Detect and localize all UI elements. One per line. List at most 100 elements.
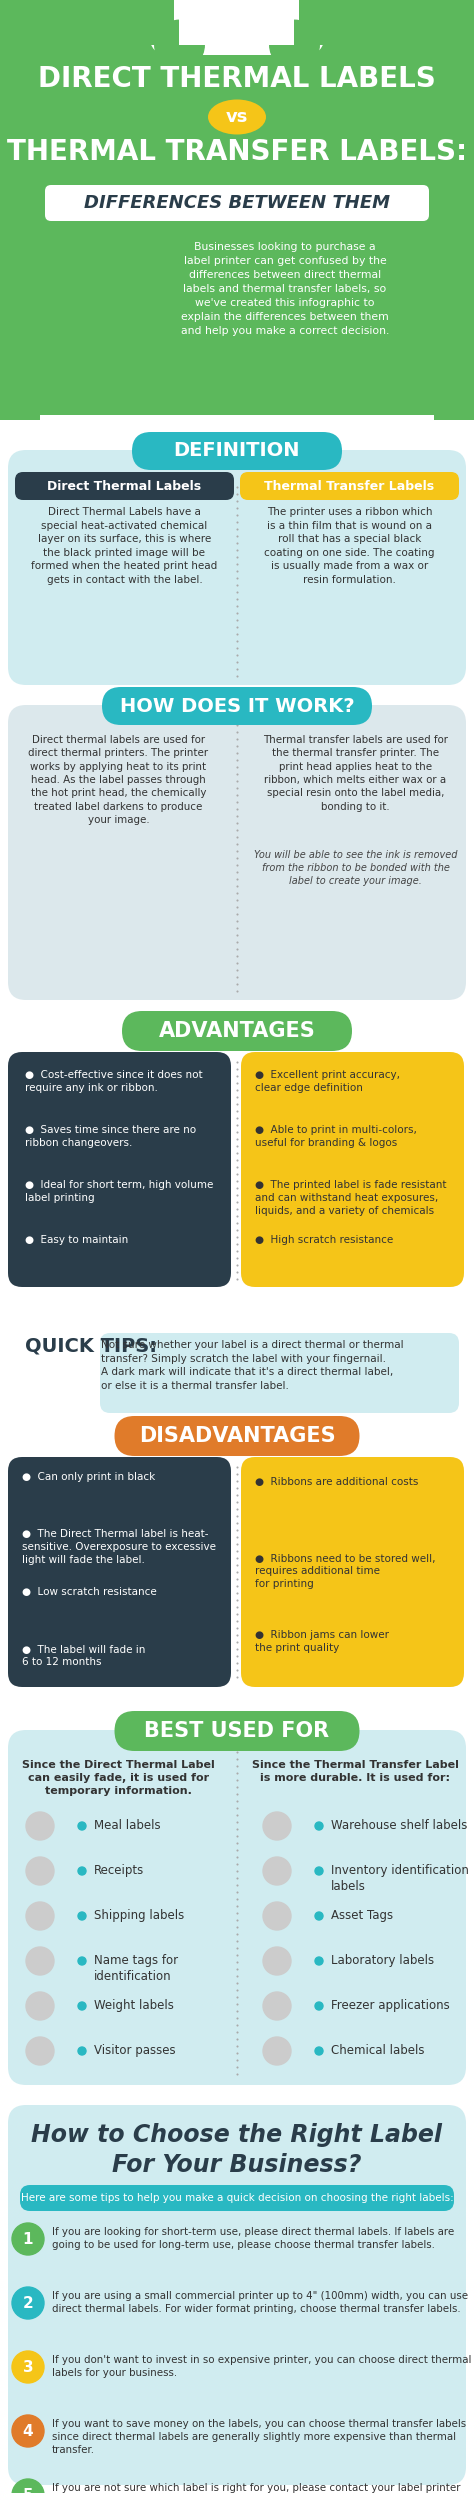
Circle shape — [26, 1947, 54, 1974]
FancyBboxPatch shape — [132, 431, 342, 471]
FancyBboxPatch shape — [241, 1052, 464, 1286]
Circle shape — [78, 1822, 86, 1830]
Circle shape — [263, 1857, 291, 1885]
Text: Visitor passes: Visitor passes — [94, 2044, 176, 2057]
Text: ●  High scratch resistance: ● High scratch resistance — [255, 1234, 393, 1244]
Text: ADVANTAGES: ADVANTAGES — [159, 1022, 315, 1042]
Text: 5: 5 — [23, 2488, 33, 2493]
Circle shape — [26, 2037, 54, 2064]
Text: DISADVANTAGES: DISADVANTAGES — [139, 1426, 335, 1446]
Text: Freezer applications: Freezer applications — [331, 1999, 450, 2012]
Text: Asset Tags: Asset Tags — [331, 1910, 393, 1922]
FancyBboxPatch shape — [102, 688, 372, 725]
Ellipse shape — [208, 100, 266, 135]
Bar — [0, 1314, 474, 1431]
Text: Receipts: Receipts — [94, 1865, 144, 1877]
Bar — [0, 0, 474, 40]
Circle shape — [26, 1857, 54, 1885]
Text: BEST USED FOR: BEST USED FOR — [145, 1720, 329, 1740]
Circle shape — [270, 20, 319, 70]
Text: ●  Easy to maintain: ● Easy to maintain — [25, 1234, 128, 1244]
Bar — [434, 0, 474, 419]
FancyBboxPatch shape — [45, 184, 429, 222]
Text: DEFINITION: DEFINITION — [174, 441, 300, 461]
Text: ●  Can only print in black: ● Can only print in black — [22, 1471, 155, 1481]
Text: ●  Ideal for short term, high volume
label printing: ● Ideal for short term, high volume labe… — [25, 1179, 213, 1202]
Text: Inventory identification
labels: Inventory identification labels — [331, 1865, 469, 1892]
Circle shape — [26, 1902, 54, 1930]
Text: vs: vs — [226, 107, 248, 127]
Text: Shipping labels: Shipping labels — [94, 1910, 184, 1922]
Circle shape — [155, 20, 204, 70]
Text: ●  The printed label is fade resistant
and can withstand heat exposures,
liquids: ● The printed label is fade resistant an… — [255, 1179, 447, 1217]
Text: DIRECT THERMAL LABELS: DIRECT THERMAL LABELS — [38, 65, 436, 92]
FancyBboxPatch shape — [115, 1416, 359, 1456]
FancyBboxPatch shape — [8, 706, 466, 1000]
Circle shape — [315, 1912, 323, 1920]
FancyBboxPatch shape — [0, 0, 474, 419]
Text: ●  The label will fade in
6 to 12 months: ● The label will fade in 6 to 12 months — [22, 1645, 146, 1668]
Circle shape — [315, 2002, 323, 2009]
Text: Thermal transfer labels are used for
the thermal transfer printer. The
print hea: Thermal transfer labels are used for the… — [263, 735, 448, 813]
Text: Chemical labels: Chemical labels — [331, 2044, 425, 2057]
Text: Businesses looking to purchase a
label printer can get confused by the
differenc: Businesses looking to purchase a label p… — [181, 242, 389, 337]
FancyBboxPatch shape — [115, 1710, 359, 1750]
FancyBboxPatch shape — [15, 471, 234, 501]
Text: Here are some tips to help you make a quick decision on choosing the right label: Here are some tips to help you make a qu… — [21, 2194, 453, 2204]
Bar — [0, 2084, 474, 2104]
Text: ●  Ribbons need to be stored well,
requires additional time
for printing: ● Ribbons need to be stored well, requir… — [255, 1553, 436, 1588]
Text: If you are looking for short-term use, please direct thermal labels. If labels a: If you are looking for short-term use, p… — [52, 2226, 454, 2251]
Text: ●  Low scratch resistance: ● Low scratch resistance — [22, 1588, 157, 1598]
Circle shape — [78, 1912, 86, 1920]
Bar — [0, 414, 474, 471]
Text: Laboratory labels: Laboratory labels — [331, 1955, 434, 1967]
Circle shape — [263, 1992, 291, 2019]
Text: THERMAL TRANSFER LABELS:: THERMAL TRANSFER LABELS: — [7, 137, 467, 167]
Text: ●  Able to print in multi-colors,
useful for branding & logos: ● Able to print in multi-colors, useful … — [255, 1124, 417, 1147]
Bar — [0, 0, 174, 45]
Text: Since the Thermal Transfer Label
is more durable. It is used for:: Since the Thermal Transfer Label is more… — [252, 1760, 459, 1782]
Circle shape — [315, 1822, 323, 1830]
Circle shape — [78, 1867, 86, 1875]
Bar — [0, 1000, 474, 1025]
Text: Weight labels: Weight labels — [94, 1999, 174, 2012]
Circle shape — [12, 2478, 44, 2493]
Text: ●  Cost-effective since it does not
require any ink or ribbon.: ● Cost-effective since it does not requi… — [25, 1069, 202, 1092]
Text: Not sure whether your label is a direct thermal or thermal
transfer? Simply scra: Not sure whether your label is a direct … — [100, 1341, 403, 1391]
Text: QUICK TIPS:: QUICK TIPS: — [25, 1336, 157, 1356]
Text: If you are using a small commercial printer up to 4" (100mm) width, you can use : If you are using a small commercial prin… — [52, 2291, 468, 2314]
Circle shape — [78, 1957, 86, 1964]
FancyBboxPatch shape — [8, 1456, 231, 1688]
FancyBboxPatch shape — [240, 471, 459, 501]
Bar — [180, 0, 294, 45]
Text: Warehouse shelf labels: Warehouse shelf labels — [331, 1820, 467, 1832]
FancyBboxPatch shape — [20, 2184, 454, 2211]
FancyBboxPatch shape — [8, 2104, 466, 2486]
Circle shape — [12, 2224, 44, 2256]
Text: ●  Ribbon jams can lower
the print quality: ● Ribbon jams can lower the print qualit… — [255, 1630, 389, 1653]
Bar — [0, 1705, 474, 1730]
Text: Since the Direct Thermal Label
can easily fade, it is used for
temporary informa: Since the Direct Thermal Label can easil… — [22, 1760, 215, 1797]
FancyBboxPatch shape — [149, 0, 325, 55]
Text: Direct thermal labels are used for
direct thermal printers. The printer
works by: Direct thermal labels are used for direc… — [28, 735, 209, 825]
Text: If you are not sure which label is right for you, please contact your label prin: If you are not sure which label is right… — [52, 2483, 461, 2493]
Bar — [180, 0, 294, 45]
Circle shape — [263, 1947, 291, 1974]
Text: 2: 2 — [23, 2296, 33, 2311]
Text: HOW DOES IT WORK?: HOW DOES IT WORK? — [120, 696, 354, 715]
Text: 1: 1 — [23, 2231, 33, 2246]
Text: ●  Saves time since there are no
ribbon changeovers.: ● Saves time since there are no ribbon c… — [25, 1124, 196, 1147]
FancyBboxPatch shape — [241, 1456, 464, 1688]
FancyBboxPatch shape — [100, 1334, 459, 1414]
Circle shape — [12, 2351, 44, 2383]
Circle shape — [78, 2047, 86, 2054]
Bar — [0, 686, 474, 706]
Text: ●  Excellent print accuracy,
clear edge definition: ● Excellent print accuracy, clear edge d… — [255, 1069, 400, 1092]
Circle shape — [263, 1902, 291, 1930]
Text: Name tags for
identification: Name tags for identification — [94, 1955, 178, 1982]
Circle shape — [26, 1812, 54, 1840]
Circle shape — [263, 2037, 291, 2064]
Text: Direct Thermal Labels have a
special heat-activated chemical
layer on its surfac: Direct Thermal Labels have a special hea… — [31, 506, 218, 586]
Text: Direct Thermal Labels: Direct Thermal Labels — [47, 479, 201, 494]
Text: The printer uses a ribbon which
is a thin film that is wound on a
roll that has : The printer uses a ribbon which is a thi… — [264, 506, 435, 586]
